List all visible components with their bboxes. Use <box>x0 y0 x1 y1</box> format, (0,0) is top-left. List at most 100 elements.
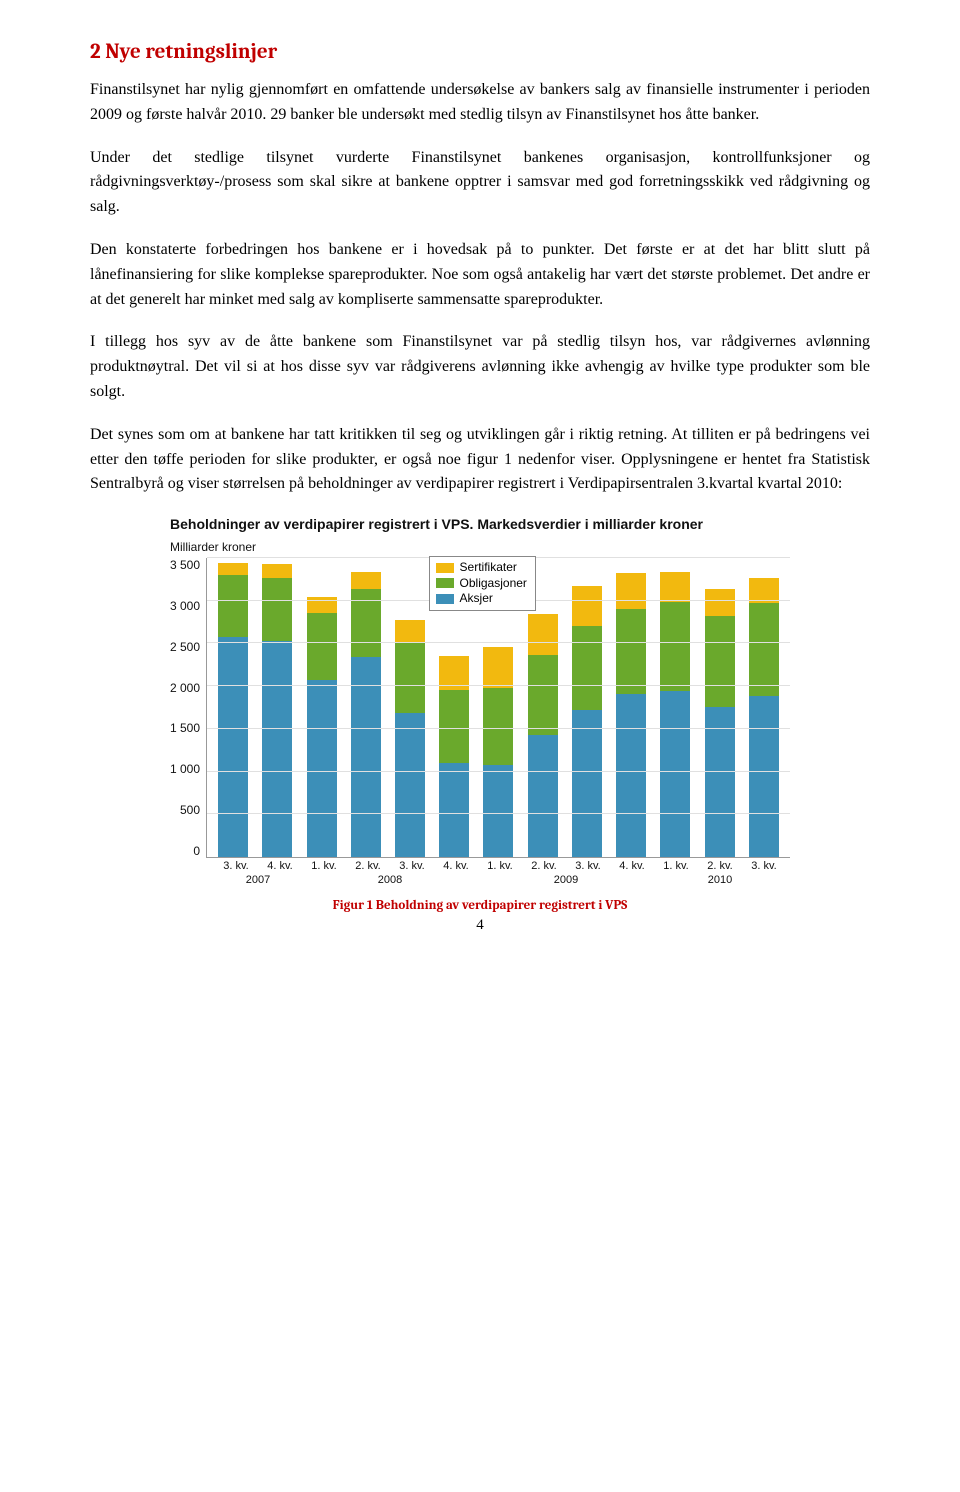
bar-segment-obligasjoner <box>705 616 735 707</box>
body-paragraph: I tillegg hos syv av de åtte bankene som… <box>90 330 870 404</box>
y-tick: 2 000 <box>170 681 200 695</box>
bar-column <box>749 578 779 857</box>
bar-segment-aksjer <box>351 657 381 857</box>
y-tick: 3 500 <box>170 558 200 572</box>
bar-column <box>528 614 558 857</box>
x-axis: 3. kv. 4. kv. 1. kv. 2. kv. 3. kv. 4. kv. 1. k… <box>210 858 790 872</box>
body-paragraph: Finanstilsynet har nylig gjennomført en … <box>90 78 870 128</box>
x-tick-year: 2008 <box>302 874 478 886</box>
bar-segment-aksjer <box>660 691 690 857</box>
chart-legend: Sertifikater Obligasjoner Aksjer <box>429 556 536 611</box>
section-heading: 2 Nye retningslinjer <box>90 40 870 64</box>
bar-segment-aksjer <box>439 763 469 857</box>
x-years-row: 2007200820092010 <box>210 872 790 886</box>
vps-chart: Beholdninger av verdipapirer registrert … <box>170 515 790 886</box>
x-tick-quarter: 4. kv. <box>617 860 647 872</box>
x-tick-quarter: 1. kv. <box>485 860 515 872</box>
bar-segment-aksjer <box>483 765 513 857</box>
legend-item-sertifikater: Sertifikater <box>436 560 527 576</box>
y-tick: 2 500 <box>170 640 200 654</box>
y-tick: 500 <box>180 803 200 817</box>
x-tick-year: 2010 <box>654 874 786 886</box>
gridline <box>207 728 790 729</box>
x-quarters-row: 3. kv. 4. kv. 1. kv. 2. kv. 3. kv. 4. kv. 1. k… <box>210 858 790 872</box>
swatch-aksjer <box>436 594 454 604</box>
y-tick: 1 500 <box>170 721 200 735</box>
x-tick-quarter: 1. kv. <box>661 860 691 872</box>
gridline <box>207 685 790 686</box>
bar-column <box>395 620 425 857</box>
bar-segment-obligasjoner <box>483 688 513 765</box>
bar-segment-sertifikater <box>351 572 381 589</box>
plot-area: Sertifikater Obligasjoner Aksjer <box>206 558 790 858</box>
legend-item-obligasjoner: Obligasjoner <box>436 576 527 592</box>
legend-label: Obligasjoner <box>460 576 527 592</box>
bar-segment-aksjer <box>749 696 779 857</box>
bar-segment-obligasjoner <box>616 609 646 695</box>
bar-segment-obligasjoner <box>218 575 248 637</box>
bar-segment-sertifikater <box>572 586 602 625</box>
body-paragraph: Under det stedlige tilsynet vurderte Fin… <box>90 146 870 220</box>
bar-segment-aksjer <box>218 637 248 857</box>
gridline <box>207 642 790 643</box>
bar-segment-sertifikater <box>218 563 248 575</box>
swatch-sertifikater <box>436 563 454 573</box>
bar-segment-obligasjoner <box>749 603 779 696</box>
legend-label: Sertifikater <box>460 560 517 576</box>
body-paragraph: Den konstaterte forbedringen hos bankene… <box>90 238 870 312</box>
bar-segment-sertifikater <box>616 573 646 609</box>
bar-segment-obligasjoner <box>660 602 690 690</box>
y-tick: 0 <box>193 844 200 858</box>
bar-segment-obligasjoner <box>307 613 337 680</box>
gridline <box>207 813 790 814</box>
swatch-obligasjoner <box>436 578 454 588</box>
x-tick-quarter: 3. kv. <box>221 860 251 872</box>
x-tick-quarter: 4. kv. <box>265 860 295 872</box>
legend-item-aksjer: Aksjer <box>436 591 527 607</box>
x-years: 2007200820092010 <box>210 872 790 886</box>
bar-segment-aksjer <box>705 707 735 857</box>
bar-segment-sertifikater <box>262 564 292 578</box>
bar-segment-sertifikater <box>528 614 558 655</box>
bar-segment-aksjer <box>616 694 646 857</box>
bar-segment-aksjer <box>262 641 292 857</box>
bar-column <box>572 586 602 857</box>
bar-segment-obligasjoner <box>439 690 469 763</box>
y-tick: 3 000 <box>170 599 200 613</box>
bar-segment-aksjer <box>395 713 425 857</box>
bar-segment-obligasjoner <box>572 626 602 710</box>
bar-segment-obligasjoner <box>528 655 558 736</box>
x-tick-quarter: 1. kv. <box>309 860 339 872</box>
y-axis-label: Milliarder kroner <box>170 540 790 554</box>
bar-segment-aksjer <box>307 680 337 857</box>
x-tick-year: 2009 <box>478 874 654 886</box>
bar-column <box>483 647 513 857</box>
page-number: 4 <box>90 917 870 934</box>
y-tick: 1 000 <box>170 762 200 776</box>
bar-segment-obligasjoner <box>262 578 292 641</box>
bar-column <box>705 589 735 857</box>
chart-inner: 3 500 3 000 2 500 2 000 1 500 1 000 500 0 Serti… <box>170 558 790 858</box>
x-tick-quarter: 3. kv. <box>749 860 779 872</box>
bar-segment-aksjer <box>572 710 602 857</box>
x-tick-quarter: 3. kv. <box>573 860 603 872</box>
bar-column <box>616 573 646 858</box>
bar-segment-sertifikater <box>483 647 513 688</box>
x-tick-quarter: 2. kv. <box>705 860 735 872</box>
figure-caption: Figur 1 Beholdning av verdipapirer regis… <box>90 898 870 913</box>
x-tick-quarter: 4. kv. <box>441 860 471 872</box>
bar-segment-sertifikater <box>660 572 690 603</box>
y-axis: 3 500 3 000 2 500 2 000 1 500 1 000 500 0 <box>170 558 206 858</box>
body-paragraph: Det synes som om at bankene har tatt kri… <box>90 423 870 497</box>
bar-segment-obligasjoner <box>395 643 425 713</box>
x-tick-quarter: 2. kv. <box>353 860 383 872</box>
bar-segment-aksjer <box>528 735 558 857</box>
x-tick-year: 2007 <box>214 874 302 886</box>
x-tick-quarter: 2. kv. <box>529 860 559 872</box>
x-tick-quarter: 3. kv. <box>397 860 427 872</box>
legend-label: Aksjer <box>460 591 493 607</box>
gridline <box>207 771 790 772</box>
bar-segment-sertifikater <box>395 620 425 642</box>
bar-segment-sertifikater <box>705 589 735 616</box>
chart-title: Beholdninger av verdipapirer registrert … <box>170 515 790 534</box>
